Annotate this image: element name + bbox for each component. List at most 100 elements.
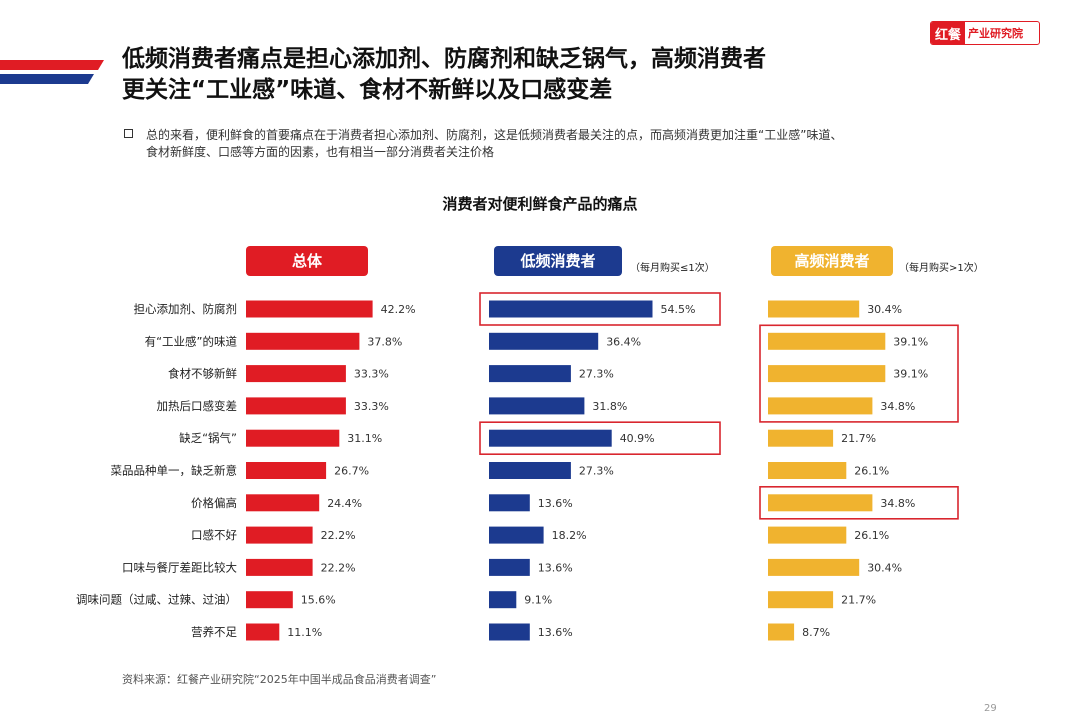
category-label: 口感不好 (191, 528, 237, 542)
source-footnote: 资料来源：红餐产业研究院“2025年中国半成品食品消费者调查” (122, 673, 437, 686)
value-label: 34.8% (880, 497, 915, 510)
category-label: 调味问题（过咸、过辣、过油） (76, 593, 237, 607)
value-label: 21.7% (841, 432, 876, 445)
highlight-box (479, 292, 721, 326)
value-label: 13.6% (538, 626, 573, 639)
value-label: 27.3% (579, 368, 614, 381)
panel-note-high-frequency: （每月购买>1次） (899, 263, 984, 274)
panel-note-low-frequency: （每月购买≤1次） (630, 263, 715, 274)
bar-overall (246, 365, 346, 383)
bar-high-frequency (768, 365, 886, 383)
bar-low-frequency (489, 526, 544, 544)
bar-low-frequency (489, 429, 612, 447)
category-label: 价格偏高 (191, 496, 237, 510)
value-label: 31.8% (592, 400, 627, 413)
bar-low-frequency (489, 365, 571, 383)
bar-high-frequency (768, 494, 873, 512)
value-label: 26.7% (334, 465, 369, 478)
panel-header-overall: 总体 (246, 246, 368, 276)
brand-logo-text: 产业研究院 (968, 27, 1024, 40)
bar-low-frequency (489, 332, 599, 350)
value-label: 34.8% (880, 400, 915, 413)
value-label: 24.4% (327, 497, 362, 510)
brand-logo: 红餐 产业研究院 (930, 21, 1040, 45)
page-title-line1: 低频消费者痛点是担心添加剂、防腐剂和缺乏锅气，高频消费者 (122, 46, 766, 72)
value-label: 27.3% (579, 465, 614, 478)
panel-header-high-frequency: 高频消费者 (771, 246, 893, 276)
bar-overall (246, 526, 313, 544)
blue-stripe (0, 74, 94, 84)
bar-overall (246, 558, 313, 576)
value-label: 13.6% (538, 561, 573, 574)
bar-high-frequency (768, 591, 834, 609)
category-label: 担心添加剂、防腐剂 (134, 302, 238, 316)
value-label: 39.1% (893, 368, 928, 381)
highlight-box (759, 485, 959, 520)
value-label: 37.8% (367, 335, 402, 348)
value-label: 31.1% (347, 432, 382, 445)
summary-line2: 食材新鲜度、口感等方面的因素，也有相当一部分消费者关注价格 (146, 145, 495, 159)
highlight-box (479, 421, 721, 456)
value-label: 15.6% (301, 594, 336, 607)
value-label: 9.1% (524, 594, 552, 607)
category-label: 缺乏“锅气” (179, 431, 237, 445)
category-label: 食材不够新鲜 (168, 367, 237, 381)
bar-overall (246, 623, 280, 641)
bar-high-frequency (768, 462, 847, 479)
value-label: 18.2% (552, 529, 587, 542)
bar-high-frequency (768, 526, 847, 544)
value-label: 33.3% (354, 368, 389, 381)
page-title: 低频消费者痛点是担心添加剂、防腐剂和缺乏锅气，高频消费者 更关注“工业感”味道、… (122, 44, 922, 106)
value-label: 8.7% (802, 626, 830, 639)
value-label: 42.2% (381, 303, 416, 316)
page-number: 29 (984, 703, 997, 714)
value-label: 39.1% (893, 335, 928, 348)
bar-overall (246, 397, 346, 415)
value-label: 22.2% (321, 529, 356, 542)
bar-overall (246, 462, 327, 479)
header-stripe-decoration (0, 60, 104, 84)
brand-logo-mark: 红餐 (931, 22, 966, 44)
value-label: 26.1% (854, 529, 889, 542)
value-label: 36.4% (606, 335, 641, 348)
summary-text: 总的来看，便利鲜食的首要痛点在于消费者担心添加剂、防腐剂，这是低频消费者最关注的… (146, 127, 986, 161)
bar-high-frequency (768, 623, 795, 641)
red-stripe (0, 60, 104, 70)
value-label: 11.1% (287, 626, 322, 639)
value-label: 13.6% (538, 497, 573, 510)
bar-high-frequency (768, 429, 834, 447)
page-title-line2: 更关注“工业感”味道、食材不新鲜以及口感变差 (122, 77, 613, 103)
value-label: 30.4% (867, 303, 902, 316)
bar-overall (246, 332, 360, 350)
category-label: 菜品品种单一，缺乏新意 (111, 464, 238, 478)
summary-line1: 总的来看，便利鲜食的首要痛点在于消费者担心添加剂、防腐剂，这是低频消费者最关注的… (146, 128, 843, 142)
value-label: 40.9% (620, 432, 655, 445)
bar-overall (246, 300, 373, 318)
value-label: 22.2% (321, 561, 356, 574)
value-label: 54.5% (661, 303, 696, 316)
bar-low-frequency (489, 462, 571, 479)
bar-low-frequency (489, 300, 653, 318)
category-label: 加热后口感变差 (157, 399, 238, 413)
bar-low-frequency (489, 623, 530, 641)
bar-high-frequency (768, 397, 873, 415)
bar-high-frequency (768, 300, 860, 318)
bar-overall (246, 494, 320, 512)
bar-high-frequency (768, 558, 860, 576)
value-label: 33.3% (354, 400, 389, 413)
bar-overall (246, 591, 293, 609)
value-label: 21.7% (841, 594, 876, 607)
bar-overall (246, 429, 340, 447)
bar-low-frequency (489, 558, 530, 576)
category-label: 口味与餐厅差距比较大 (122, 560, 237, 574)
bar-low-frequency (489, 591, 517, 609)
bar-low-frequency (489, 494, 530, 512)
bar-low-frequency (489, 397, 585, 415)
value-label: 26.1% (854, 465, 889, 478)
category-label: 有“工业感”的味道 (145, 334, 238, 348)
highlight-box (759, 324, 959, 423)
bar-high-frequency (768, 332, 886, 350)
chart-title: 消费者对便利鲜食产品的痛点 (442, 195, 638, 213)
